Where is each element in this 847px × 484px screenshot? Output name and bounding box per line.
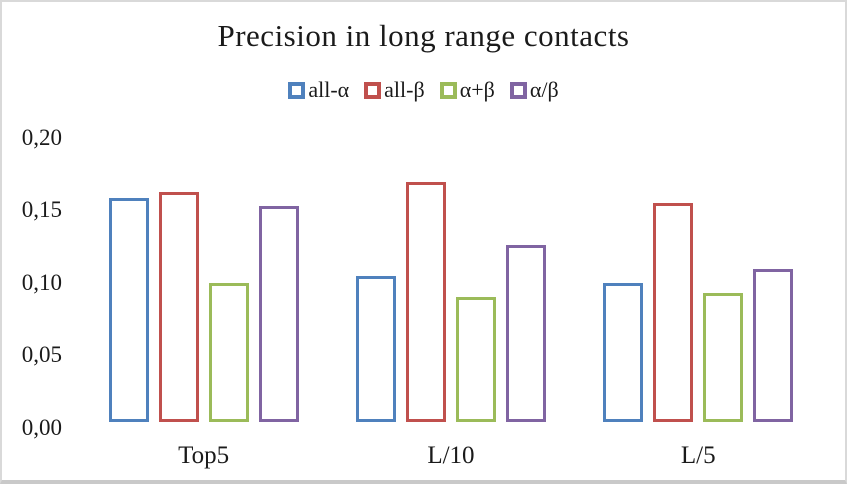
- y-axis-tick-label: 0,15: [21, 197, 62, 223]
- chart-title: Precision in long range contacts: [217, 18, 630, 53]
- bar-all-β-L/10: [405, 182, 446, 422]
- legend-item-α+β: α+β: [439, 77, 495, 102]
- bar-α/β-L/10: [505, 245, 546, 422]
- legend-item-all-α: all-α: [288, 78, 349, 102]
- y-axis-tick-label: 0,05: [21, 342, 62, 368]
- bar-group-L/5: [575, 203, 822, 422]
- legend-label: α/β: [529, 77, 559, 102]
- legend-label: α+β: [459, 77, 495, 102]
- bar-α/β-Top5: [258, 206, 299, 422]
- bar-α+β-Top5: [208, 283, 249, 422]
- bar-α+β-L/10: [455, 297, 496, 422]
- legend-marker-square-icon: [509, 81, 527, 99]
- legend: all-α all-β α+β α/β: [2, 78, 845, 102]
- bar-all-α-L/5: [603, 283, 644, 422]
- bar-group-L/10: [327, 182, 574, 422]
- legend-marker-square-icon: [364, 81, 382, 99]
- legend-marker-square-icon: [288, 81, 306, 99]
- y-axis-tick-label: 0,00: [21, 414, 62, 440]
- bar-all-α-Top5: [108, 198, 149, 422]
- bar-all-α-L/10: [355, 276, 396, 422]
- x-axis-category-label: L/5: [680, 442, 716, 469]
- x-axis-category-label: Top5: [178, 442, 230, 469]
- bar-α/β-L/5: [753, 269, 794, 422]
- y-axis-tick-label: 0,10: [21, 269, 62, 295]
- bar-α+β-L/5: [703, 293, 744, 422]
- bar-all-β-L/5: [653, 203, 694, 422]
- legend-label: all-β: [384, 77, 425, 102]
- legend-marker-square-icon: [439, 81, 457, 99]
- bar-group-Top5: [80, 192, 327, 422]
- bar-all-β-Top5: [158, 192, 199, 422]
- legend-item-α/β: α/β: [509, 77, 559, 102]
- x-axis-category-label: L/10: [427, 442, 475, 469]
- legend-label: all-α: [308, 77, 350, 102]
- y-axis-tick-label: 0,20: [21, 124, 62, 150]
- legend-item-all-β: all-β: [364, 78, 425, 102]
